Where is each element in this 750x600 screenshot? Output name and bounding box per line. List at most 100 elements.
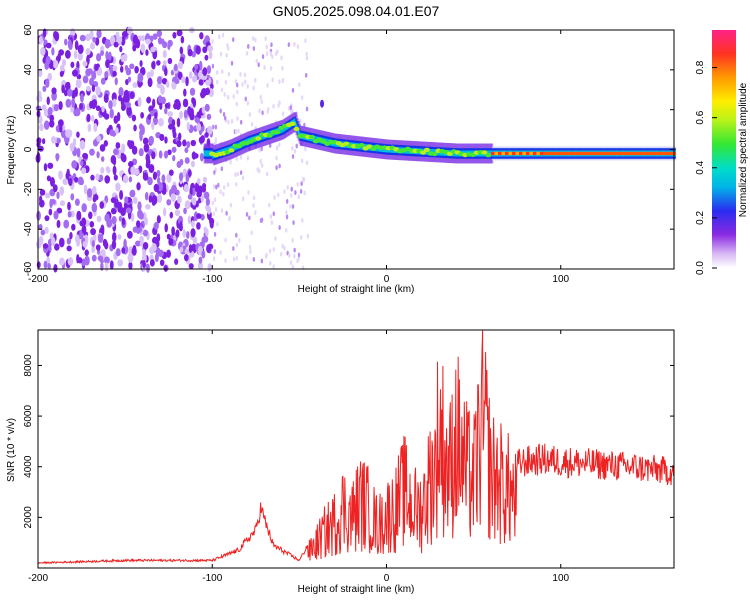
spectrogram-cell <box>235 232 238 238</box>
spectrogram-cell <box>300 158 304 164</box>
spectrogram-cell <box>104 262 109 272</box>
spectrogram-cell <box>261 110 264 116</box>
spectrogram-cell <box>151 243 157 252</box>
spectrogram-cell <box>153 221 159 230</box>
spectrogram-cell <box>177 71 183 80</box>
spectrogram-y-tick-label: 40 <box>23 64 34 76</box>
spectrogram-cell <box>125 207 132 214</box>
spectrogram-cell <box>236 89 239 95</box>
spectrogram-cell <box>56 137 61 144</box>
spectrogram-cell <box>150 46 157 53</box>
spectrogram-cell <box>156 76 162 85</box>
spectrogram-cell <box>38 115 43 125</box>
spectrogram-cell <box>168 123 174 130</box>
spectrogram-cell <box>132 44 137 52</box>
spectrogram-x-tick-label: 100 <box>552 274 569 285</box>
spectrogram-cell <box>269 51 273 57</box>
spectrogram-cell <box>305 106 309 112</box>
spectrogram-cell <box>261 54 265 59</box>
spectrogram-marks <box>35 26 677 273</box>
spectrogram-cell <box>49 114 55 122</box>
spectrogram-cell <box>100 262 104 271</box>
spectrogram-cell <box>91 186 97 195</box>
spectrogram-cell <box>79 139 86 150</box>
spectrogram-cell <box>232 256 236 262</box>
spectrogram-cell <box>188 244 193 254</box>
spectrogram-cell <box>43 120 50 130</box>
spectrogram-cell <box>82 75 89 84</box>
spectrogram-cell <box>213 197 217 203</box>
spectrogram-cell <box>213 249 217 254</box>
spectrogram-cell <box>211 63 215 69</box>
spectrogram-cell <box>159 133 165 142</box>
spectrogram-cell <box>260 258 264 264</box>
spectrogram-cell <box>59 64 65 72</box>
spectrogram-cell <box>216 221 219 227</box>
spectrogram-cell <box>431 151 438 157</box>
spectrogram-cell <box>158 117 164 127</box>
spectrogram-cell <box>184 248 190 255</box>
spectrogram-cell <box>294 190 297 195</box>
spectrogram-cell <box>229 202 233 208</box>
spectrogram-cell <box>82 60 88 67</box>
spectrogram-cell <box>123 238 127 249</box>
spectrogram-cell <box>45 55 51 65</box>
spectrogram-cell <box>269 214 273 219</box>
spectrogram-cell <box>291 154 295 159</box>
spectrogram-cell <box>289 105 293 110</box>
spectrogram-cell <box>256 167 259 172</box>
spectrogram-cell <box>129 91 135 99</box>
spectrogram-cell <box>162 41 168 49</box>
spectrogram-cell <box>235 242 239 248</box>
spectrogram-cell <box>198 60 203 71</box>
spectrogram-cell <box>59 70 64 78</box>
spectrogram-cell <box>193 211 199 222</box>
spectrogram-cell <box>84 249 89 257</box>
spectrogram-cell <box>420 150 427 155</box>
spectrogram-cell <box>165 81 170 88</box>
spectrogram-cell <box>290 193 293 198</box>
spectrogram-cell <box>485 153 492 158</box>
spectrogram-cell <box>126 106 132 117</box>
spectrogram-cell <box>169 211 174 219</box>
spectrogram-cell <box>235 255 238 261</box>
spectrogram-cell <box>145 203 151 210</box>
spectrogram-cell <box>151 199 156 206</box>
spectrogram-cell <box>220 166 224 172</box>
spectrogram-cell <box>184 200 191 210</box>
spectrogram-cell <box>118 215 122 222</box>
spectrogram-cell <box>80 160 84 167</box>
snr-frame <box>37 329 675 569</box>
spectrogram-cell <box>100 167 105 174</box>
spectrogram-cell <box>135 240 141 247</box>
spectrogram-cell <box>265 171 269 177</box>
spectrogram-cell <box>254 77 257 83</box>
spectrogram-cell <box>207 45 214 52</box>
spectrogram-cell <box>64 49 71 59</box>
spectrogram-cell <box>46 96 50 106</box>
spectrogram-cell <box>173 63 178 72</box>
spectrogram-cell <box>291 109 294 114</box>
spectrogram-cell <box>52 184 58 193</box>
spectrogram-cell <box>254 210 257 216</box>
spectrogram-cell <box>229 159 232 165</box>
spectrogram-cell <box>185 76 189 87</box>
spectrogram-cell <box>63 219 70 229</box>
spectrogram-cell <box>89 148 95 156</box>
spectrogram-cell <box>109 108 114 119</box>
spectrogram-cell <box>358 143 365 148</box>
spectrogram-cell <box>73 50 78 60</box>
spectrogram-cell <box>674 151 676 156</box>
spectrogram-cell <box>95 244 101 251</box>
spectrogram-cell <box>264 36 267 42</box>
spectrogram-cell <box>194 63 199 70</box>
spectrogram-cell <box>77 176 84 186</box>
spectrogram-cell <box>203 191 210 200</box>
spectrogram-cell <box>112 70 117 77</box>
spectrogram-cell <box>152 116 159 126</box>
spectrogram-cell <box>305 72 308 78</box>
spectrogram-cell <box>269 66 273 71</box>
spectrogram-cell <box>105 50 109 60</box>
spectrogram-cell <box>67 211 72 218</box>
